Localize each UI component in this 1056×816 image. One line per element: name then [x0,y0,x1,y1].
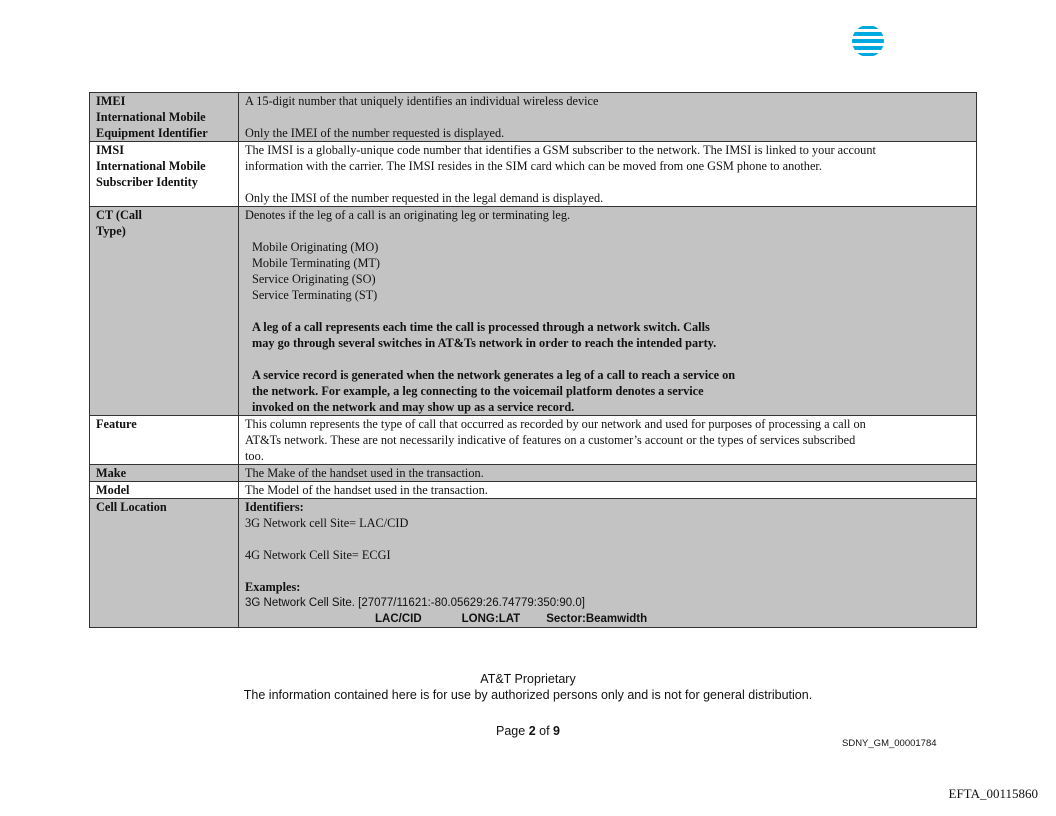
text-line: IMEI [96,94,126,108]
text-line: may go through several switches in AT&Ts… [252,336,717,350]
table-row: Model The Model of the handset used in th… [89,481,977,499]
field-name-cell: Make [89,464,239,482]
text-line: Feature [96,417,137,431]
text-line: Only the IMEI of the number requested is… [245,126,505,140]
text-line: Subscriber Identity [96,175,198,189]
field-name-cell: Cell Location [89,498,239,628]
text-line: the network. For example, a leg connecti… [252,384,704,398]
text-line: Service Originating (SO) [252,272,376,286]
efta-number: EFTA_00115860 [948,786,1038,801]
text-line: 3G Network Cell Site. [27077/11621:-80.0… [245,597,585,609]
text-line [245,303,970,319]
example-key: LAC/CID [375,613,422,625]
text-line: A leg of a call represents each time the… [252,320,710,334]
field-name-cell: Feature [89,415,239,465]
field-name-cell: IMSI International Mobile Subscriber Ident… [89,141,239,207]
text-line: Examples: [245,580,301,594]
example-key: LONG:LAT [461,613,521,625]
field-name-cell: CT (Call Type) [89,206,239,416]
proprietary-label: AT&T Proprietary [480,672,576,686]
field-description-cell: The Make of the handset used in the tran… [238,464,977,482]
text-line: too. [245,449,264,463]
table-row: CT (Call Type) Denotes if the leg of a cal… [89,206,977,416]
table-row: IMEI International Mobile Equipment Identi… [89,92,977,142]
text-line: Only the IMSI of the number requested in… [245,191,604,205]
text-line: Identifiers: [245,500,304,514]
text-line: IMSI [96,143,125,157]
example-key: Sector:Beamwidth [546,613,648,625]
text-line: information with the carrier. The IMSI r… [245,159,822,173]
page-number: Page 2 of 9 [496,724,560,738]
text-line [245,174,970,190]
field-description-cell: Denotes if the leg of a call is an origi… [238,206,977,416]
field-description-cell: A 15-digit number that uniquely identifi… [238,92,977,142]
text-line: 4G Network Cell Site= ECGI [245,548,391,562]
text-line: Mobile Originating (MO) [252,240,379,254]
text-line: The IMSI is a globally-unique code numbe… [245,143,876,157]
text-line [245,223,970,239]
text-line: 3G Network cell Site= LAC/CID [245,516,409,530]
text-line: Service Terminating (ST) [252,288,378,302]
field-definitions-table: IMEI International Mobile Equipment Identi… [89,92,977,628]
text-line: The Make of the handset used in the tran… [245,466,484,480]
text-line: International Mobile [96,159,206,173]
text-line: Equipment Identifier [96,126,208,140]
text-line: CT (Call [96,208,142,222]
text-line [245,109,970,125]
text-line [245,351,970,367]
text-line: International Mobile [96,110,206,124]
field-description-cell: Identifiers: 3G Network cell Site= LAC/CI… [238,498,977,628]
text-line: Cell Location [96,500,167,514]
field-name-cell: IMEI International Mobile Equipment Identi… [89,92,239,142]
text-line [245,531,970,547]
text-line: Denotes if the leg of a call is an origi… [245,208,571,222]
text-line: Type) [96,224,126,238]
text-line [245,563,970,579]
text-line: Model [96,483,130,497]
text-line: AT&Ts network. These are not necessarily… [245,433,856,447]
table-row: Cell Location Identifiers: 3G Network cell… [89,498,977,628]
table-row: IMSI International Mobile Subscriber Ident… [89,141,977,207]
att-globe-logo [852,26,884,56]
text-line: Make [96,466,127,480]
text-line: The Model of the handset used in the tra… [245,483,488,497]
field-name-cell: Model [89,481,239,499]
field-description-cell: This column represents the type of call … [238,415,977,465]
text-line: A 15-digit number that uniquely identifi… [245,94,599,108]
field-description-cell: The IMSI is a globally-unique code numbe… [238,141,977,207]
table-row: Make The Make of the handset used in the … [89,464,977,482]
distribution-notice: The information contained here is for us… [243,688,813,702]
field-description-cell: The Model of the handset used in the tra… [238,481,977,499]
text-line: A service record is generated when the n… [252,368,736,382]
text-line: Mobile Terminating (MT) [252,256,381,270]
table-row: Feature This column represents the type o… [89,415,977,465]
example-keys: LAC/CID LONG:LAT Sector:Beamwidth [245,611,970,627]
bates-number: SDNY_GM_00001784 [842,738,937,749]
text-line: This column represents the type of call … [245,417,866,431]
text-line: invoked on the network and may show up a… [252,400,575,414]
